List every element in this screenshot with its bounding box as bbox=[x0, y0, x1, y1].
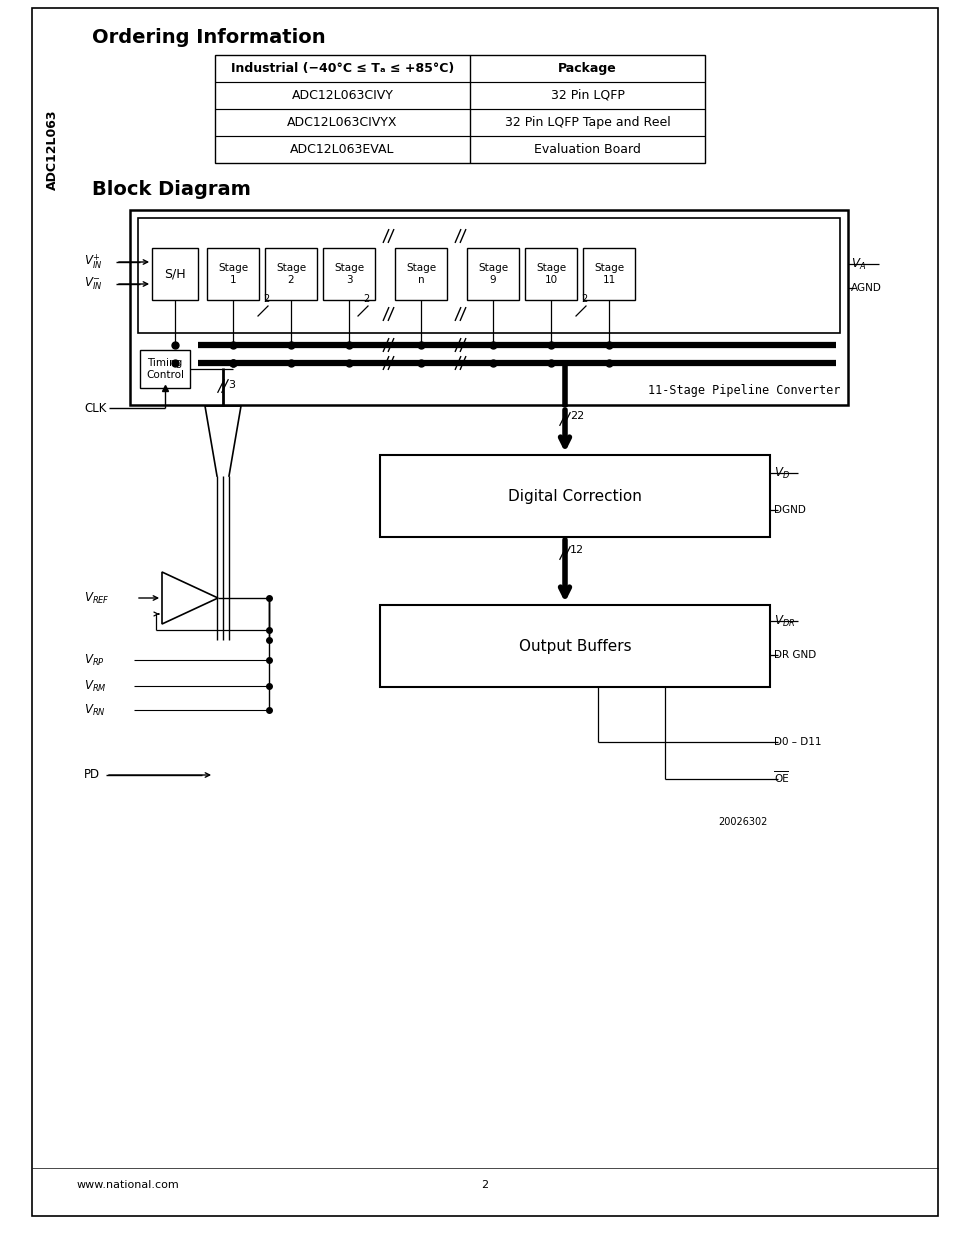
Text: ADC12L063: ADC12L063 bbox=[46, 110, 58, 190]
Text: 2: 2 bbox=[481, 1179, 488, 1191]
Bar bbox=[379, 605, 769, 687]
Bar bbox=[138, 219, 840, 333]
Text: OE: OE bbox=[773, 774, 788, 784]
Text: 2: 2 bbox=[363, 294, 369, 304]
Text: $V_{RM}$: $V_{RM}$ bbox=[84, 678, 107, 694]
Text: 2: 2 bbox=[580, 294, 587, 304]
Text: $V_A$: $V_A$ bbox=[850, 257, 865, 272]
Bar bbox=[130, 210, 847, 405]
Text: $V_{IN}^{-}$: $V_{IN}^{-}$ bbox=[84, 275, 102, 293]
Text: ADC12L063CIVY: ADC12L063CIVY bbox=[292, 89, 393, 103]
Text: 12: 12 bbox=[569, 545, 583, 555]
Bar bbox=[265, 248, 316, 300]
Text: $V_{REF}$: $V_{REF}$ bbox=[84, 590, 110, 605]
Text: $V_D$: $V_D$ bbox=[773, 466, 789, 480]
Text: CLK: CLK bbox=[84, 401, 107, 415]
Bar bbox=[323, 248, 375, 300]
Bar bbox=[467, 248, 518, 300]
Text: 2: 2 bbox=[263, 294, 269, 304]
Text: Package: Package bbox=[558, 62, 617, 75]
Text: S/H: S/H bbox=[164, 268, 186, 280]
Text: Block Diagram: Block Diagram bbox=[91, 180, 251, 199]
Text: Stage
n: Stage n bbox=[406, 263, 436, 285]
Text: AGND: AGND bbox=[850, 283, 881, 293]
Text: Stage
11: Stage 11 bbox=[594, 263, 623, 285]
Text: Output Buffers: Output Buffers bbox=[518, 638, 631, 653]
Text: $V_{RP}$: $V_{RP}$ bbox=[84, 652, 105, 668]
Bar bbox=[214, 56, 704, 163]
Text: Ordering Information: Ordering Information bbox=[91, 28, 325, 47]
Text: $V_{RN}$: $V_{RN}$ bbox=[84, 703, 106, 718]
Text: $V_{DR}$: $V_{DR}$ bbox=[773, 614, 795, 629]
Text: Stage
10: Stage 10 bbox=[536, 263, 565, 285]
Bar bbox=[207, 248, 258, 300]
Text: 22: 22 bbox=[569, 411, 583, 421]
Text: Stage
9: Stage 9 bbox=[477, 263, 508, 285]
Text: 32 Pin LQFP Tape and Reel: 32 Pin LQFP Tape and Reel bbox=[504, 116, 670, 128]
Text: ADC12L063CIVYX: ADC12L063CIVYX bbox=[287, 116, 397, 128]
Text: PD: PD bbox=[84, 768, 100, 782]
Text: 11-Stage Pipeline Converter: 11-Stage Pipeline Converter bbox=[647, 384, 840, 396]
Bar bbox=[524, 248, 577, 300]
Bar bbox=[379, 454, 769, 537]
Text: D0 – D11: D0 – D11 bbox=[773, 737, 821, 747]
Text: $V_{IN}^{+}$: $V_{IN}^{+}$ bbox=[84, 253, 102, 272]
Bar bbox=[582, 248, 635, 300]
Text: Industrial (−40°C ≤ Tₐ ≤ +85°C): Industrial (−40°C ≤ Tₐ ≤ +85°C) bbox=[231, 62, 454, 75]
Text: www.national.com: www.national.com bbox=[77, 1179, 179, 1191]
Text: Stage
2: Stage 2 bbox=[275, 263, 306, 285]
Text: 20026302: 20026302 bbox=[718, 818, 767, 827]
Text: Digital Correction: Digital Correction bbox=[508, 489, 641, 504]
Text: DR GND: DR GND bbox=[773, 650, 816, 659]
Text: ADC12L063EVAL: ADC12L063EVAL bbox=[290, 143, 395, 156]
Text: 32 Pin LQFP: 32 Pin LQFP bbox=[550, 89, 624, 103]
Text: Stage
3: Stage 3 bbox=[334, 263, 364, 285]
Text: 3: 3 bbox=[228, 380, 234, 390]
Text: Stage
1: Stage 1 bbox=[217, 263, 248, 285]
Text: Evaluation Board: Evaluation Board bbox=[534, 143, 640, 156]
Text: DGND: DGND bbox=[773, 505, 805, 515]
Bar bbox=[395, 248, 447, 300]
Text: Timing
Control: Timing Control bbox=[146, 358, 184, 380]
Bar bbox=[152, 248, 198, 300]
Bar bbox=[140, 350, 190, 388]
